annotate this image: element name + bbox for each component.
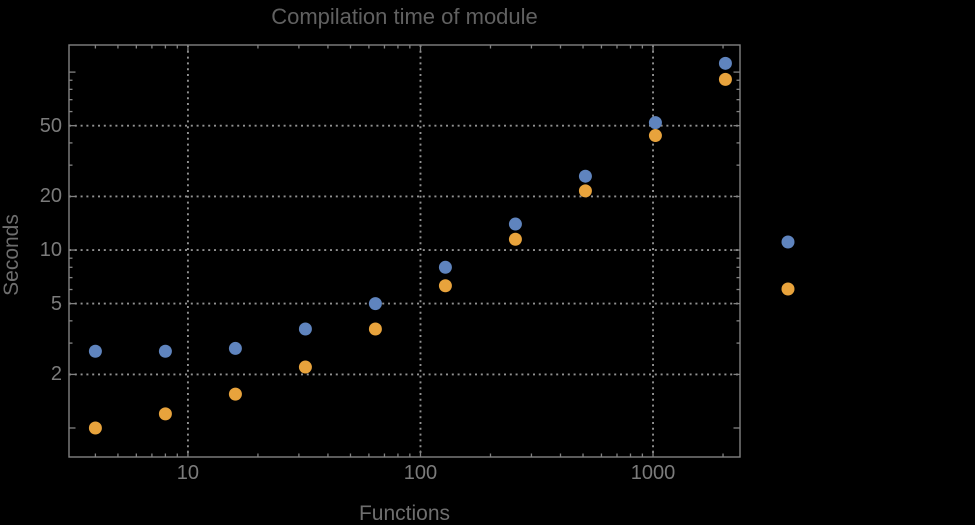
chart-title: Compilation time of module <box>271 4 538 29</box>
y-tick-label: 5 <box>50 292 62 315</box>
series-2-point <box>718 72 732 86</box>
series-1-point <box>648 116 662 130</box>
plot-frame <box>68 44 741 458</box>
series-2-point <box>228 387 242 401</box>
series-2-point <box>88 421 102 435</box>
series-2-point <box>368 322 382 336</box>
x-axis-label: Functions <box>358 502 451 525</box>
legend-marker-series-1 <box>781 235 795 249</box>
series-2-point <box>298 360 312 374</box>
series-1-point <box>158 344 172 358</box>
series-1-point <box>88 344 102 358</box>
series-1-point <box>298 322 312 336</box>
series-2-point <box>438 279 452 293</box>
x-tick-label: 1000 <box>630 462 676 484</box>
legend-marker-series-2 <box>781 282 795 296</box>
series-2-point <box>158 407 172 421</box>
series-1-point <box>438 260 452 274</box>
y-axis-label: Seconds <box>0 214 23 296</box>
series-1-point <box>508 217 522 231</box>
series-1-point <box>718 56 732 70</box>
y-tick-label: 50 <box>39 114 62 137</box>
y-tick-label: 10 <box>39 239 62 262</box>
x-tick-label: 100 <box>403 462 438 484</box>
series-2-point <box>648 129 662 143</box>
y-tick-label: 2 <box>50 363 62 386</box>
y-tick-label: 20 <box>39 185 62 208</box>
series-1-point <box>228 341 242 355</box>
x-tick-label: 10 <box>176 462 200 484</box>
series-1-point <box>368 297 382 311</box>
series-2-point <box>578 184 592 198</box>
series-1-point <box>578 169 592 183</box>
series-2-point <box>508 232 522 246</box>
